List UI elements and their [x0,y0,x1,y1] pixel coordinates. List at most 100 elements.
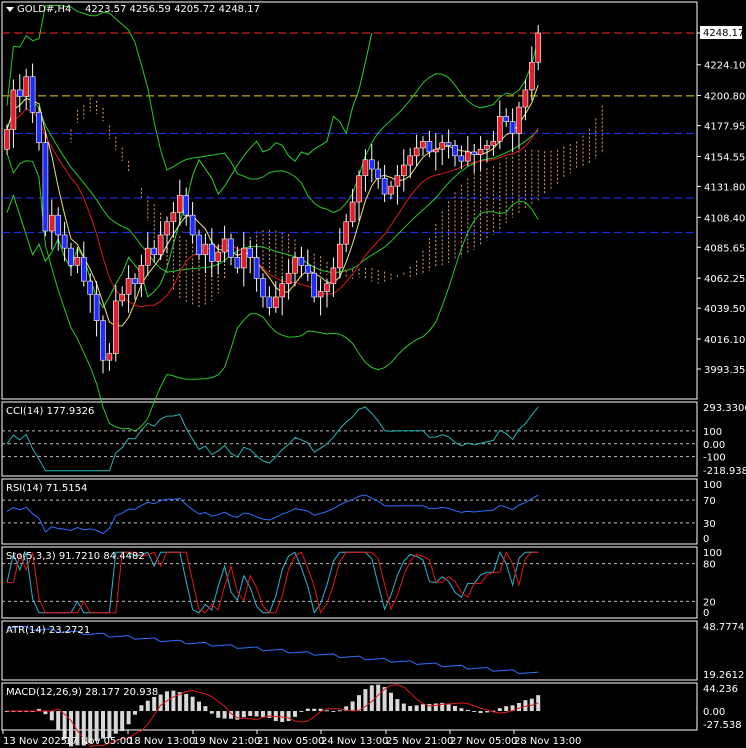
candle [4,124,10,155]
chart-header: GOLD#,H4 4223.57 4256.59 4205.72 4248.17 [6,4,260,15]
price-tick-label: 3993.35 [704,365,745,376]
bear-candle-body [458,155,465,162]
macd-histogram-bar [190,696,195,712]
indicator-title: ATR(14) 23.2721 [6,625,90,636]
candle [445,129,452,159]
macd-histogram-bar [209,711,214,714]
bear-candle-body [68,247,74,266]
candle [215,244,221,275]
bear-candle-body [266,296,273,308]
candle [23,68,30,110]
bear-candle-body [189,214,196,236]
bear-candle-body [228,238,234,258]
time-tick-label: 17 Nov 05:00 [65,736,132,747]
macd-histogram-bar [152,696,157,712]
candle [189,202,196,243]
macd-histogram-bar [37,708,41,712]
macd-histogram-bar [113,711,118,734]
macd-histogram-bar [5,711,9,713]
indicator-scale-label: 80 [703,560,716,571]
macd-histogram-bar [88,711,93,743]
price-tick-label: 4085.65 [704,243,745,254]
bear-candle-body [426,141,433,153]
macd-histogram-bar [485,711,489,713]
indicator-scale-label: -27.538 [703,720,742,731]
bear-candle-body [132,278,138,285]
time-tick-label: 25 Nov 21:00 [386,736,453,747]
macd-histogram-bar [62,711,67,740]
panel-frame [1,546,698,619]
macd-histogram-bar [433,703,438,712]
bull-candle-body [330,267,337,285]
dropdown-arrow-icon[interactable] [6,7,14,12]
bull-candle-body [528,61,535,91]
macd-histogram-bar [293,711,297,717]
candle [74,246,81,274]
time-tick-label: 28 Nov 13:00 [514,736,581,747]
candle [138,254,145,297]
indicator-scale-label: 70 [703,496,716,507]
candle [413,134,420,167]
macd-histogram-bar [491,710,496,712]
candle [439,134,446,166]
bear-candle-body [368,159,375,170]
bull-candle-body [241,247,247,269]
bull-candle-body [522,89,529,108]
candle [221,225,228,263]
candle [400,149,407,192]
candle [100,315,106,374]
bear-candle-body [381,177,388,195]
bull-candle-body [394,175,401,187]
macd-histogram-bar [363,689,368,712]
candle [349,188,356,228]
candle [311,265,318,303]
macd-histogram-bar [440,702,445,712]
time-tick-label: 18 Nov 13:00 [128,736,195,747]
bear-candle-body [253,257,260,279]
candle [164,216,170,254]
candle [177,179,183,226]
bull-candle-body [413,147,420,157]
band-middle-line [6,97,539,274]
macd-histogram-bar [395,699,400,712]
bear-candle-body [36,112,42,143]
candle [522,79,529,121]
candle [509,108,516,152]
indicator-panel: 293.3306 100 0.00 -100 -218.9388 CCI(14) 177.… [2,403,746,477]
candle [503,108,510,127]
price-panel[interactable] [2,4,697,432]
macd-histogram-bar [472,711,477,713]
bear-candle-body [87,280,93,295]
candle [36,107,42,151]
current-price-bg [700,26,742,39]
macd-histogram-bar [369,685,374,712]
macd-histogram-bar [478,711,483,713]
bull-candle-body [164,221,170,236]
candle [119,286,125,307]
candle [196,229,202,261]
price-tick-label: 4108.40 [704,213,745,224]
bear-candle-body [247,247,253,258]
candle [157,221,164,261]
macd-histogram-bar [357,695,361,712]
macd-histogram-bar [171,690,176,712]
candle [426,130,433,158]
indicator-scale-label: 100 [703,427,722,438]
time-tick-label: 21 Nov 05:00 [257,736,324,747]
bear-candle-body [509,121,516,134]
price-tick-label: 4062.25 [704,274,745,285]
indicator-scale-label: -218.9388 [703,466,746,477]
macd-histogram-bar [376,684,381,712]
macd-histogram-bar [305,708,310,712]
indicator-title: RSI(14) 71.5154 [6,483,87,494]
bull-candle-body [74,257,81,266]
macd-histogram-bar [453,705,457,712]
indicator-panels: 293.3306 100 0.00 -100 -218.9388 CCI(14) 177.… [2,403,746,747]
bull-candle-body [484,145,490,150]
bull-candle-body [324,283,330,292]
bull-candle-body [516,106,522,134]
candle [452,140,458,167]
bull-candle-body [285,272,292,285]
